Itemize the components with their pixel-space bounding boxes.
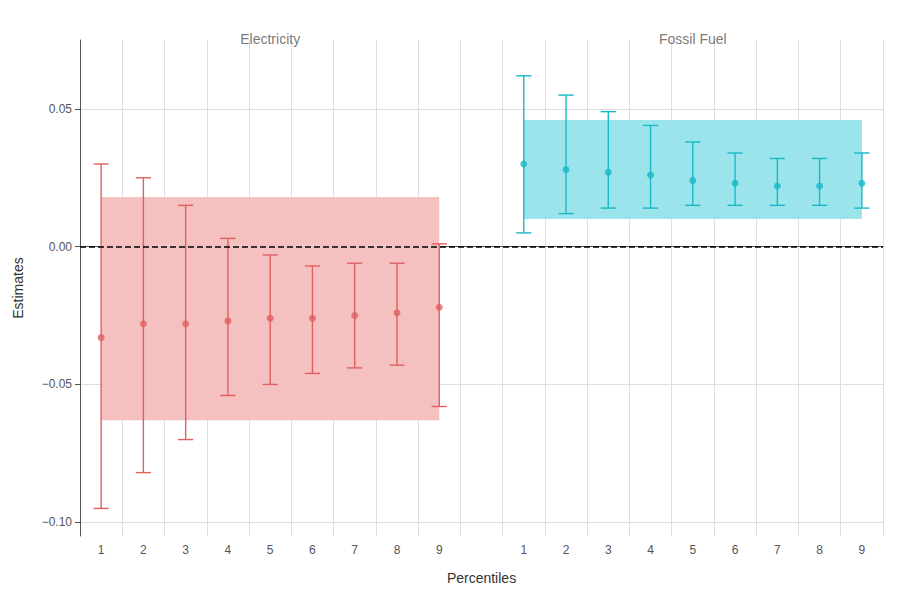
svg-text:9: 9	[436, 543, 443, 557]
svg-text:−0.05: −0.05	[42, 377, 73, 391]
svg-text:2: 2	[563, 543, 570, 557]
svg-text:1: 1	[520, 543, 527, 557]
svg-text:Fossil Fuel: Fossil Fuel	[659, 31, 727, 47]
svg-text:7: 7	[774, 543, 781, 557]
svg-text:2: 2	[140, 543, 147, 557]
svg-text:6: 6	[309, 543, 316, 557]
svg-text:−0.10: −0.10	[42, 515, 73, 529]
svg-text:3: 3	[605, 543, 612, 557]
svg-text:4: 4	[225, 543, 232, 557]
svg-text:8: 8	[816, 543, 823, 557]
svg-text:3: 3	[182, 543, 189, 557]
svg-text:0.05: 0.05	[49, 102, 73, 116]
svg-text:Electricity: Electricity	[240, 31, 300, 47]
svg-text:5: 5	[689, 543, 696, 557]
svg-text:4: 4	[647, 543, 654, 557]
svg-text:7: 7	[351, 543, 358, 557]
svg-text:Percentiles: Percentiles	[447, 570, 516, 586]
svg-text:6: 6	[732, 543, 739, 557]
svg-text:Estimates: Estimates	[10, 257, 26, 318]
svg-text:0.00: 0.00	[49, 240, 73, 254]
svg-text:1: 1	[98, 543, 105, 557]
svg-text:9: 9	[859, 543, 866, 557]
svg-text:8: 8	[394, 543, 401, 557]
svg-text:5: 5	[267, 543, 274, 557]
